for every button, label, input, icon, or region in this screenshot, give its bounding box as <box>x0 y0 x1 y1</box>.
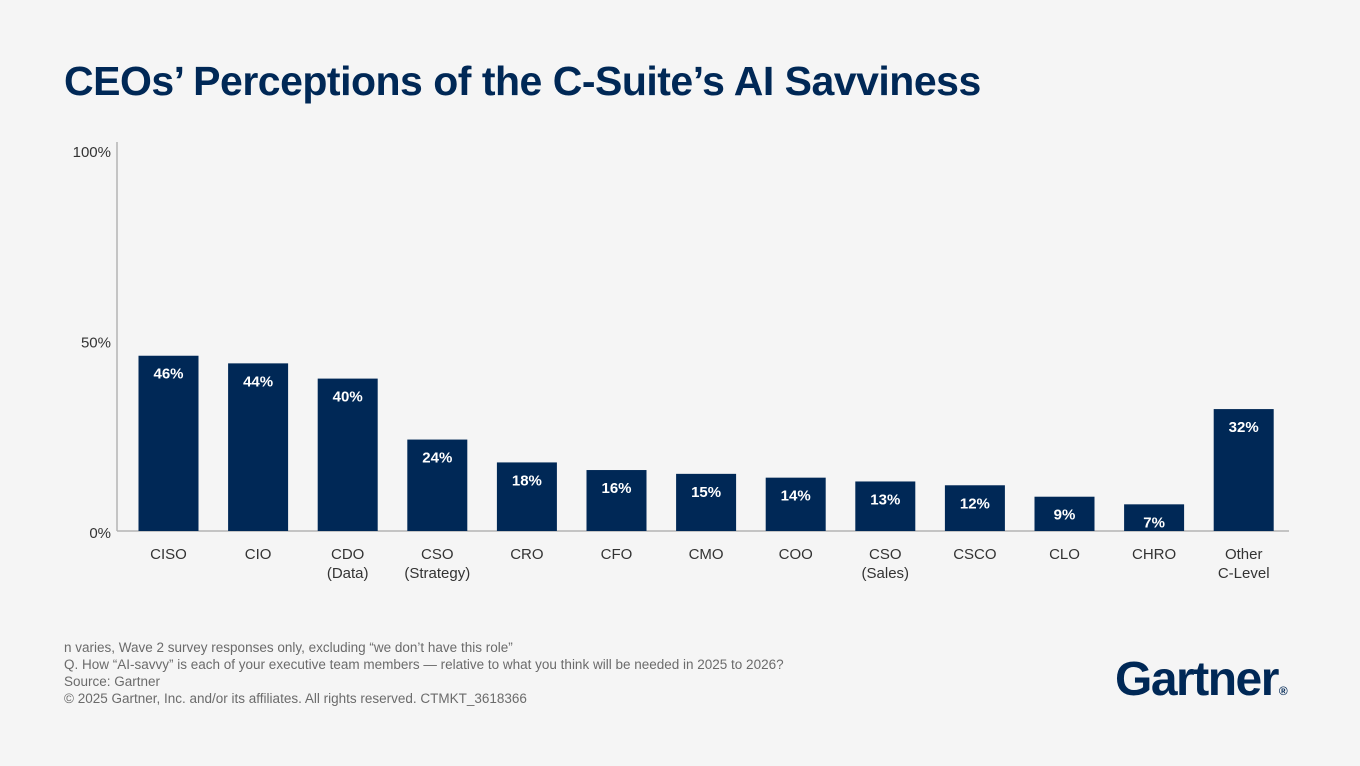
category-labels: CISO CIO CDO (Data) CSO (Strategy) CRO CFO CMO CO… <box>150 546 1269 582</box>
bar-value-label: 44% <box>243 373 273 390</box>
category-label-line: CSO <box>869 546 902 563</box>
category-label-line: CISO <box>150 546 187 563</box>
bar <box>765 477 826 531</box>
bar-value-label: 14% <box>781 488 811 505</box>
footnotes: n varies, Wave 2 survey responses only, … <box>64 639 784 707</box>
chart-title: CEOs’ Perceptions of the C-Suite’s AI Sa… <box>64 58 981 104</box>
bar <box>944 485 1005 531</box>
gartner-logo: Gartner® <box>1115 652 1288 707</box>
footnote-n-varies: n varies, Wave 2 survey responses only, … <box>64 640 513 655</box>
category-label-line: COO <box>779 546 813 563</box>
bar-value-label: 18% <box>512 472 542 489</box>
bar <box>676 473 737 531</box>
category-label: CSCO <box>953 546 996 563</box>
bar-value-label: 15% <box>691 484 721 501</box>
category-label-line: (Sales) <box>862 565 910 582</box>
category-label: CLO <box>1049 546 1080 563</box>
footnote-source: Source: Gartner <box>64 674 161 689</box>
category-label-line: C-Level <box>1218 565 1270 582</box>
bar-value-label: 7% <box>1143 514 1165 531</box>
bar <box>407 439 468 531</box>
category-label: CIO <box>245 546 272 563</box>
bar-value-label: 12% <box>960 495 990 512</box>
bar-value-label: 46% <box>153 366 183 383</box>
bar-value-label: 24% <box>422 450 452 467</box>
category-label: CSO (Sales) <box>862 546 910 582</box>
bar <box>855 481 916 531</box>
bar-value-label: 40% <box>333 389 363 406</box>
registered-mark: ® <box>1278 684 1288 698</box>
y-tick-label: 50% <box>81 335 111 352</box>
category-label: CHRO <box>1132 546 1176 563</box>
category-label-line: (Strategy) <box>404 565 470 582</box>
bars: 46% 44% 40% 24% 18% 16% 15% 14% 13% 12% 9% 7% 32% <box>138 355 1274 531</box>
bar <box>586 470 647 531</box>
category-label-line: (Data) <box>327 565 369 582</box>
bar <box>317 378 378 531</box>
bar-value-label: 32% <box>1229 419 1259 436</box>
category-label-line: Other <box>1225 546 1263 563</box>
category-label: CDO (Data) <box>327 546 369 582</box>
bar <box>1124 504 1185 531</box>
y-tick-label: 100% <box>73 144 111 161</box>
category-label: CRO <box>510 546 543 563</box>
y-tick-label: 0% <box>89 525 111 542</box>
category-label-line: CRO <box>510 546 543 563</box>
bar-value-label: 16% <box>601 480 631 497</box>
category-label: CFO <box>601 546 633 563</box>
bar <box>1034 496 1095 531</box>
footnote-question: Q. How “AI-savvy” is each of your execut… <box>64 657 784 672</box>
gartner-logo-text: Gartner <box>1115 653 1279 706</box>
category-label: CSO (Strategy) <box>404 546 470 582</box>
category-label-line: CHRO <box>1132 546 1176 563</box>
category-label-line: CLO <box>1049 546 1080 563</box>
bar <box>228 363 289 531</box>
category-label: COO <box>779 546 813 563</box>
bar <box>1213 409 1274 531</box>
bar <box>496 462 557 531</box>
category-label-line: CFO <box>601 546 633 563</box>
category-label: CISO <box>150 546 187 563</box>
bar-value-label: 13% <box>870 491 900 508</box>
category-label-line: CSCO <box>953 546 996 563</box>
y-axis: 0% 50% 100% <box>73 142 118 542</box>
bar-value-label: 9% <box>1054 507 1076 524</box>
bar <box>138 355 199 531</box>
category-label-line: CIO <box>245 546 272 563</box>
category-label: Other C-Level <box>1218 546 1270 582</box>
footnote-copyright: © 2025 Gartner, Inc. and/or its affiliat… <box>64 691 527 706</box>
category-label: CMO <box>689 546 724 563</box>
category-label-line: CDO <box>331 546 364 563</box>
category-label-line: CSO <box>421 546 454 563</box>
category-label-line: CMO <box>689 546 724 563</box>
